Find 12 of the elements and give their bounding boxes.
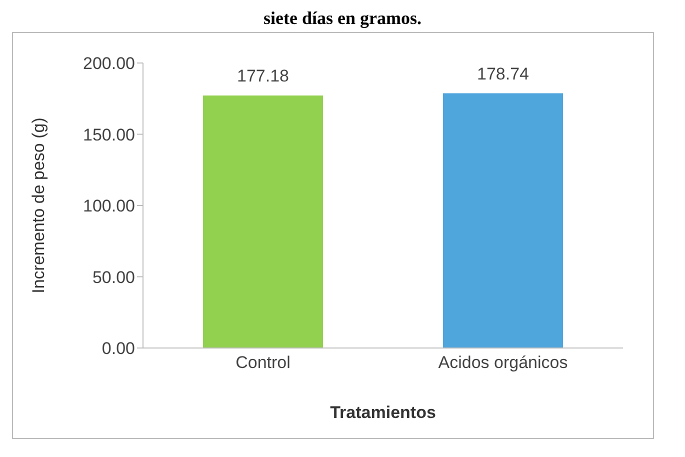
x-axis-title: Tratamientos (330, 403, 436, 422)
chart-title: siete días en gramos. (262, 8, 422, 30)
y-tick-label: 0.00 (102, 339, 135, 358)
y-tick-label: 200.00 (83, 54, 135, 74)
y-axis-title: Incremento de peso (g) (29, 118, 48, 294)
y-tick-label: 150.00 (83, 125, 135, 144)
y-tick-label: 50.00 (92, 268, 135, 287)
x-tick-label: Control (236, 353, 290, 372)
data-label: 178.74 (477, 64, 529, 84)
y-tick-label: 100.00 (83, 196, 135, 216)
data-label: 177.18 (237, 66, 289, 86)
x-tick-label: Acidos orgánicos (438, 353, 568, 372)
